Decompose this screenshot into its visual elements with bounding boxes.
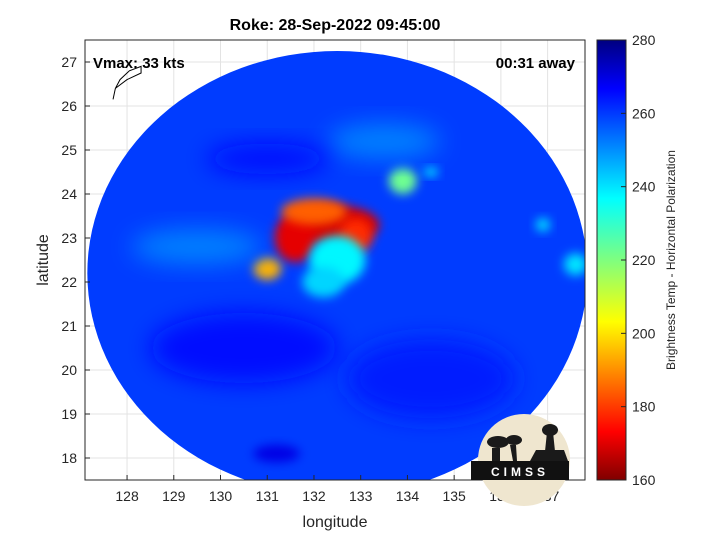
y-tick-label: 19 [61, 406, 77, 422]
y-tick-label: 18 [61, 450, 77, 466]
coastline [112, 65, 142, 100]
y-tick-label: 23 [61, 230, 77, 246]
brightness-feature [274, 213, 317, 263]
swath-features [131, 123, 585, 463]
brightness-feature [563, 253, 585, 276]
x-tick-label: 131 [256, 488, 280, 504]
x-tick-label: 134 [396, 488, 420, 504]
colorbar-ticks: 160 180 200 220 240 260 280 [621, 32, 656, 488]
brightness-feature [253, 257, 282, 280]
brightness-feature [253, 444, 300, 463]
brightness-feature [150, 312, 338, 384]
y-axis-label: latitude [35, 234, 52, 286]
brightness-feature [327, 123, 441, 159]
brightness-feature [346, 339, 515, 419]
x-tick-label: 128 [115, 488, 139, 504]
swath-layer [87, 51, 585, 480]
x-tick-label: 132 [302, 488, 326, 504]
brightness-feature [131, 229, 263, 265]
y-tick-label: 25 [61, 142, 77, 158]
colorbar-tick-label: 160 [632, 472, 656, 488]
colorbar-label: Brightness Temp - Horizontal Polarizatio… [664, 150, 678, 370]
x-tick-label: 130 [209, 488, 233, 504]
y-tick-label: 20 [61, 362, 77, 378]
brightness-feature [206, 143, 328, 175]
colorbar-tick-label: 200 [632, 325, 656, 341]
brightness-feature [388, 167, 417, 194]
y-axis-ticks: 18 19 20 21 22 23 24 25 26 27 [61, 54, 90, 466]
brightness-feature [281, 198, 347, 225]
y-tick-label: 27 [61, 54, 77, 70]
coastline-layer [112, 65, 142, 100]
colorbar-tick-label: 260 [632, 105, 656, 121]
y-tick-label: 26 [61, 98, 77, 114]
vmax-annotation: Vmax: 33 kts [93, 55, 185, 72]
cimss-logo: CIMSS [471, 414, 570, 506]
colorbar-tick-label: 180 [632, 399, 656, 415]
logo-text: CIMSS [491, 465, 549, 479]
x-tick-label: 135 [442, 488, 466, 504]
x-tick-label: 133 [349, 488, 373, 504]
y-tick-label: 21 [61, 318, 77, 334]
chart-title: Roke: 28-Sep-2022 09:45:00 [230, 17, 441, 34]
colorbar-tick-label: 220 [632, 252, 656, 268]
time-offset-annotation: 00:31 away [496, 55, 576, 72]
y-tick-label: 22 [61, 274, 77, 290]
brightness-feature [423, 167, 438, 177]
x-tick-label: 129 [162, 488, 186, 504]
x-axis-label: longitude [303, 514, 368, 531]
plot-frame [84, 39, 586, 481]
brightness-feature [302, 266, 345, 298]
colorbar-tick-label: 280 [632, 32, 656, 48]
colorbar-tick-label: 240 [632, 179, 656, 195]
brightness-feature [535, 218, 550, 232]
y-tick-label: 24 [61, 186, 77, 202]
